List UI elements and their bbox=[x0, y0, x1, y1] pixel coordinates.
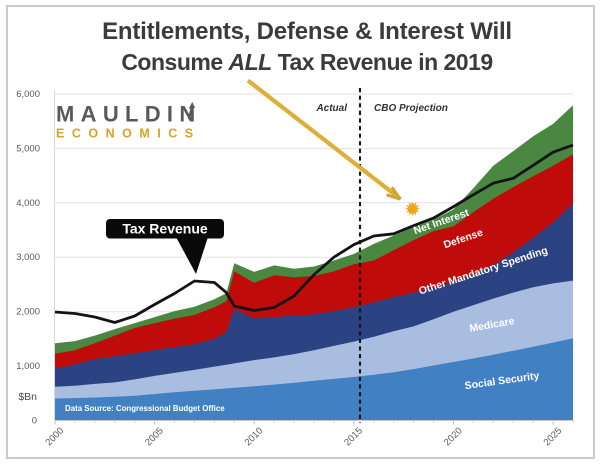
svg-text:MAULDIN: MAULDIN bbox=[56, 102, 202, 127]
svg-text:1,000: 1,000 bbox=[16, 361, 40, 372]
svg-text:4,000: 4,000 bbox=[16, 198, 40, 209]
svg-text:$Bn: $Bn bbox=[18, 391, 37, 403]
svg-text:2000: 2000 bbox=[43, 426, 66, 449]
svg-text:CBO Projection: CBO Projection bbox=[374, 103, 448, 114]
svg-text:0: 0 bbox=[32, 416, 37, 427]
svg-text:2015: 2015 bbox=[342, 426, 365, 449]
svg-text:6,000: 6,000 bbox=[16, 89, 40, 100]
svg-text:2010: 2010 bbox=[243, 426, 266, 449]
svg-text:5,000: 5,000 bbox=[16, 143, 40, 154]
svg-text:3,000: 3,000 bbox=[16, 252, 40, 263]
svg-text:2020: 2020 bbox=[442, 426, 465, 449]
svg-text:2,000: 2,000 bbox=[16, 307, 40, 318]
svg-text:2005: 2005 bbox=[143, 426, 166, 449]
svg-text:ECONOMICS: ECONOMICS bbox=[56, 127, 201, 141]
svg-text:2025: 2025 bbox=[542, 426, 565, 449]
svg-text:Data Source: Congressional Bud: Data Source: Congressional Budget Office bbox=[65, 404, 225, 413]
svg-text:Actual: Actual bbox=[315, 103, 347, 114]
svg-text:Tax Revenue: Tax Revenue bbox=[122, 221, 208, 237]
